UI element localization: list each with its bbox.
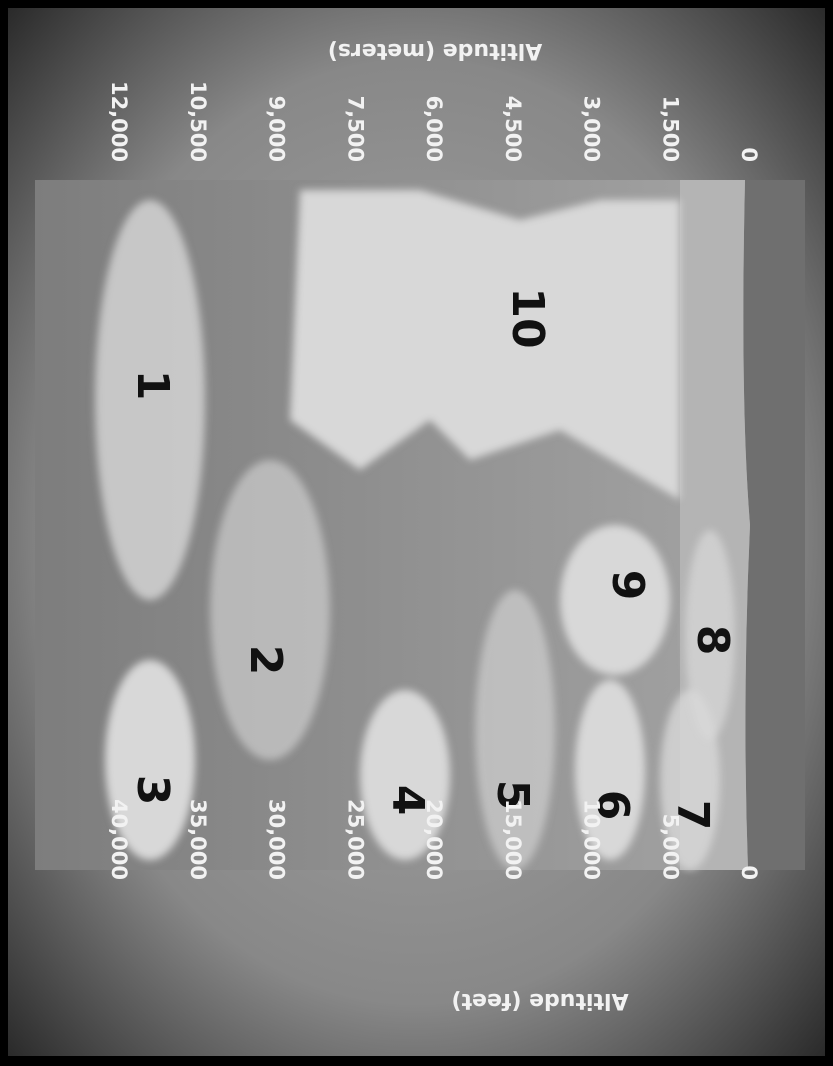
cloud-cirrus	[95, 200, 205, 600]
cloud-cirrocumulus	[105, 660, 195, 860]
cloud-altocumulus	[360, 690, 450, 860]
cloud-number: 5	[487, 780, 538, 811]
cloud-altostratus	[475, 590, 555, 870]
feet-label: 30,000	[265, 799, 289, 880]
feet-label: 40,000	[107, 799, 131, 880]
meters-label: 10,500	[186, 81, 210, 162]
meters-label: 4,500	[501, 96, 525, 162]
cloud-number: 4	[382, 785, 433, 816]
cloud-number: 1	[127, 370, 178, 401]
cloud-number: 10	[502, 287, 553, 348]
feet-label: 20,000	[422, 799, 446, 880]
clouds	[95, 190, 735, 870]
cloud-cumulonimbus	[290, 190, 680, 500]
meters-label: 9,000	[265, 96, 289, 162]
cloud-number: 3	[127, 775, 178, 806]
feet-label: 10,000	[580, 799, 604, 880]
cloud-number: 6	[587, 790, 638, 821]
cloud-cumulus	[560, 525, 670, 675]
feet-title: Altitude (feet)	[451, 988, 628, 1013]
meters-label: 7,500	[343, 96, 367, 162]
cloud-number: 2	[240, 645, 291, 676]
cloud-number: 9	[602, 570, 653, 601]
meters-label: 3,000	[580, 96, 604, 162]
cloud-number: 8	[687, 625, 738, 656]
cloud-cirrostratus	[210, 460, 330, 760]
feet-label: 0	[737, 865, 761, 880]
feet-label: 5,000	[658, 814, 682, 880]
meters-label: 12,000	[107, 81, 131, 162]
ground	[743, 180, 805, 870]
meters-label: 6,000	[422, 96, 446, 162]
cloud-nimbostratus	[685, 530, 735, 740]
meters-title: Altitude (meters)	[328, 38, 542, 63]
cloud-stratocumulus	[575, 680, 645, 860]
cloud-number: 7	[667, 800, 718, 831]
feet-label: 15,000	[501, 799, 525, 880]
meters-label: 1,500	[658, 96, 682, 162]
meters-label: 0	[737, 147, 761, 162]
feet-label: 25,000	[343, 799, 367, 880]
feet-label: 35,000	[186, 799, 210, 880]
